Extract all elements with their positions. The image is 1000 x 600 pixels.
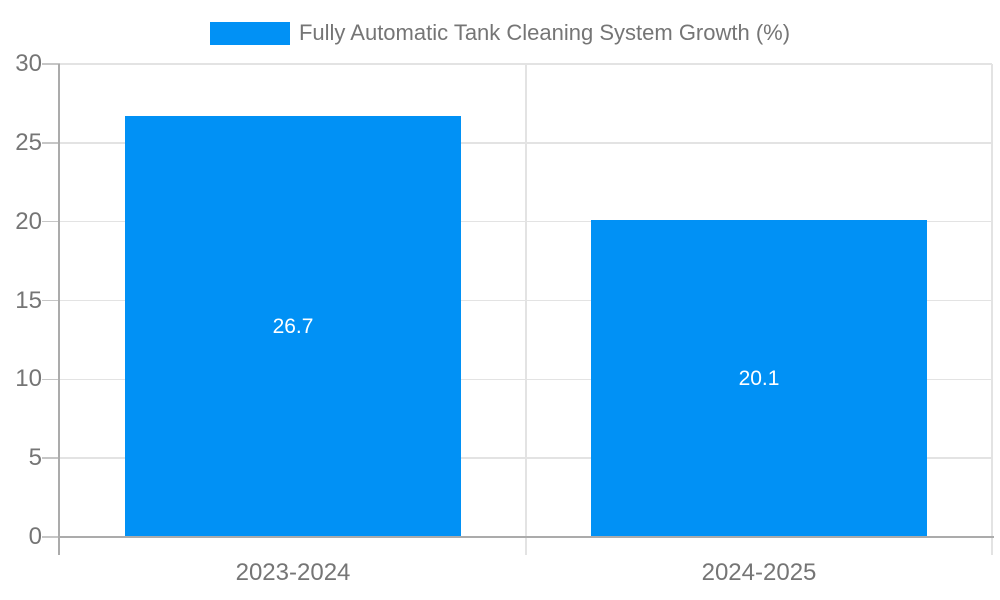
y-axis-labels: 0 5 10 15 20 25 30 (0, 51, 42, 550)
y-tick-mark (42, 142, 60, 144)
bar-2023-2024[interactable]: 26.7 (125, 116, 461, 537)
bar-value-label: 26.7 (272, 314, 314, 338)
bars-layer: 26.7 20.1 (60, 64, 992, 537)
x-axis-category-label: 2024-2025 (701, 559, 817, 586)
y-tick-label: 0 (28, 523, 42, 550)
y-tick-mark (42, 457, 60, 459)
chart-legend[interactable]: Fully Automatic Tank Cleaning System Gro… (0, 20, 1000, 46)
y-tick-mark (42, 378, 60, 381)
y-tick-mark (42, 299, 60, 302)
legend-label: Fully Automatic Tank Cleaning System Gro… (298, 20, 791, 45)
bar-value-label: 20.1 (738, 366, 780, 390)
legend-swatch (209, 21, 290, 45)
y-tick-mark (42, 63, 60, 65)
x-gridline (991, 64, 993, 555)
x-gridline (525, 64, 527, 555)
y-tick-label: 30 (15, 50, 42, 77)
y-tick-mark (42, 220, 60, 223)
x-axis-category-label: 2023-2024 (235, 559, 351, 586)
grid-layer (42, 63, 994, 555)
bar-2024-2025[interactable]: 20.1 (591, 220, 927, 537)
y-tick-mark (42, 536, 60, 538)
y-tick-label: 25 (15, 128, 42, 156)
y-tick-label: 15 (15, 286, 42, 314)
x-axis-line (58, 536, 994, 538)
y-axis-line (58, 64, 60, 555)
y-tick-label: 20 (15, 207, 42, 235)
plot-area: 26.7 20.1 (42, 63, 994, 555)
y-tick-label: 5 (28, 444, 42, 472)
y-tick-label: 10 (15, 365, 42, 393)
